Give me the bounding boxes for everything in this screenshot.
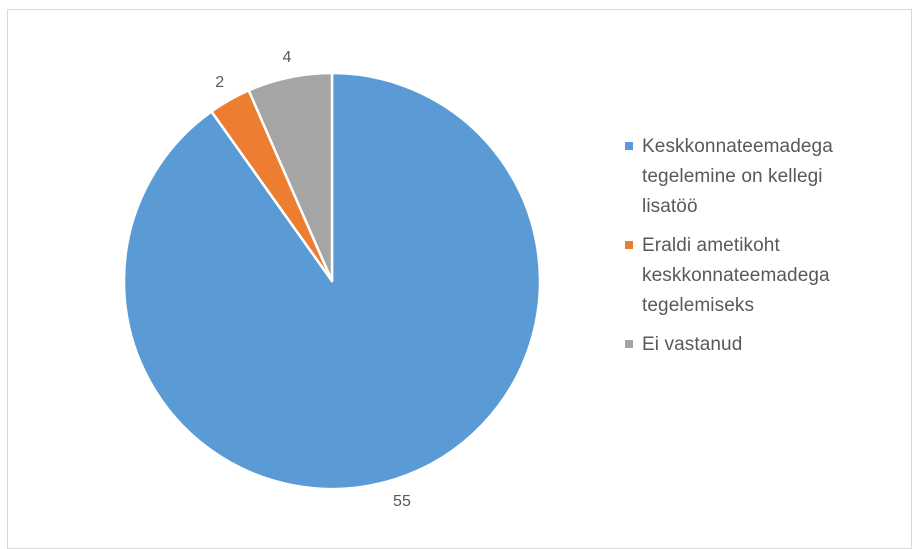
legend-label-0-line-2: lisatöö <box>642 196 698 217</box>
legend-label-0-line-1: tegelemine on kellegi <box>642 166 823 187</box>
legend-swatch-2 <box>625 340 633 348</box>
legend-label-2-line-0: Ei vastanud <box>642 334 743 355</box>
legend-label-2: Ei vastanud <box>642 330 906 360</box>
legend-label-1-line-1: keskkonnateemadega <box>642 265 830 286</box>
pie-slices <box>122 71 542 491</box>
pie-slice-2 <box>247 71 334 283</box>
data-label-1: 2 <box>215 74 224 91</box>
legend-item-2: Ei vastanud <box>616 330 906 360</box>
legend-label-0-line-0: Keskkonnateemadega <box>642 136 833 157</box>
legend-label-0: Keskkonnateemadega tegelemine on kellegi… <box>642 132 906 222</box>
legend-label-1: Eraldi ametikoht keskkonnateemadega tege… <box>642 231 906 321</box>
pie-data-labels: 55 2 4 <box>215 49 411 510</box>
legend-item-0: Keskkonnateemadega tegelemine on kellegi… <box>616 132 906 222</box>
data-label-2: 4 <box>282 49 291 66</box>
legend-swatch-0 <box>625 142 633 150</box>
legend-label-1-line-0: Eraldi ametikoht <box>642 235 780 256</box>
data-label-0: 55 <box>393 493 411 510</box>
legend-item-1: Eraldi ametikoht keskkonnateemadega tege… <box>616 231 906 321</box>
legend-label-1-line-2: tegelemiseks <box>642 295 755 316</box>
legend: Keskkonnateemadega tegelemine on kellegi… <box>616 132 906 369</box>
legend-swatch-1 <box>625 241 633 249</box>
